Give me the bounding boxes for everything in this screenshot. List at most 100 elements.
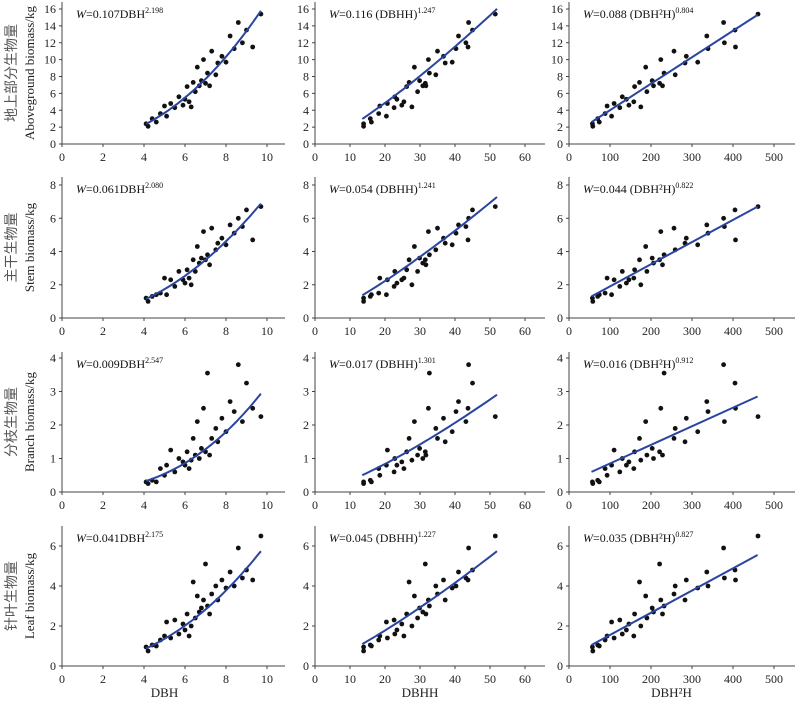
data-point <box>722 419 727 424</box>
data-point <box>470 207 475 213</box>
data-point <box>626 459 632 465</box>
data-point <box>409 104 415 110</box>
data-point <box>172 284 178 289</box>
data-point <box>492 414 498 419</box>
data-point <box>176 94 182 100</box>
data-point <box>427 70 432 76</box>
x-tick-label: 4 <box>141 150 147 164</box>
data-point <box>391 284 397 289</box>
data-point <box>596 643 602 649</box>
x-tick-label: 0 <box>566 150 572 164</box>
x-tick-label: 500 <box>765 150 783 164</box>
x-axis-label: DBHH <box>402 685 439 700</box>
data-point <box>596 119 602 125</box>
y-tick-label: 2 <box>557 418 563 432</box>
data-point <box>658 229 664 235</box>
data-point <box>721 215 726 221</box>
data-point <box>207 611 213 617</box>
x-tick-label: 50 <box>484 150 496 164</box>
data-point <box>755 414 761 419</box>
y-tick-label: 4 <box>50 351 56 365</box>
x-tick-label: 20 <box>379 324 391 338</box>
data-point <box>624 462 629 468</box>
data-point <box>631 275 637 281</box>
y-tick-label: 2 <box>557 619 563 633</box>
data-point <box>660 262 665 268</box>
data-point <box>661 370 667 376</box>
x-tick-label: 6 <box>182 498 188 512</box>
x-tick-label: 40 <box>449 498 461 512</box>
data-point <box>162 275 167 281</box>
data-point <box>683 577 689 583</box>
x-tick-label: 0 <box>312 150 318 164</box>
x-tick-label: 50 <box>484 324 496 338</box>
x-tick-label: 0 <box>566 498 572 512</box>
x-tick-label: 50 <box>484 498 496 512</box>
fit-curve <box>591 205 759 298</box>
eq-body: =0.061DBH <box>86 182 145 196</box>
eq-exponent: 1.247 <box>417 6 435 15</box>
eq-exponent: 2.547 <box>145 356 163 365</box>
x-tick-label: 10 <box>344 150 356 164</box>
regression-equation: W=0.016 (DBH²H)0.912 <box>583 356 693 371</box>
data-point <box>590 644 595 650</box>
x-tick-label: 400 <box>724 150 742 164</box>
eq-w: W <box>76 357 87 371</box>
x-tick-label: 40 <box>449 324 461 338</box>
x-tick-label: 30 <box>414 324 426 338</box>
x-tick-label: 4 <box>141 672 147 686</box>
data-point <box>672 426 678 431</box>
data-point <box>643 244 649 249</box>
data-point <box>626 277 632 283</box>
y-tick-label: 4 <box>50 579 56 593</box>
eq-exponent: 1.241 <box>418 181 436 190</box>
data-point <box>172 469 178 475</box>
data-point <box>466 20 471 25</box>
y-tick-label: 8 <box>303 70 309 84</box>
data-point <box>590 299 596 304</box>
data-point <box>682 597 688 603</box>
data-point <box>412 64 417 70</box>
data-point <box>441 415 446 421</box>
data-point <box>721 362 726 368</box>
y-tick-label: 2 <box>50 418 56 432</box>
data-point <box>463 419 469 424</box>
eq-body: =0.044 (DBH²H) <box>593 182 675 196</box>
data-point <box>404 267 410 273</box>
data-point <box>201 597 206 603</box>
data-point <box>399 621 405 627</box>
data-point <box>433 583 439 589</box>
x-tick-label: 2 <box>100 498 106 512</box>
data-point <box>683 235 689 241</box>
data-point <box>492 533 498 539</box>
data-point <box>705 409 711 414</box>
x-tick-label: 200 <box>642 498 660 512</box>
data-point <box>184 267 190 273</box>
data-point <box>657 449 662 455</box>
data-point <box>417 446 422 451</box>
data-point <box>406 257 412 263</box>
data-point <box>172 617 178 623</box>
data-point <box>186 99 192 105</box>
data-point <box>631 633 637 639</box>
data-point <box>391 105 397 111</box>
data-point <box>409 623 415 629</box>
data-point <box>213 426 219 431</box>
data-point <box>682 439 688 445</box>
data-point <box>604 275 610 281</box>
x-tick-label: 300 <box>683 498 701 512</box>
data-point <box>369 479 374 485</box>
x-tick-label: 4 <box>141 498 147 512</box>
x-tick-label: 8 <box>223 672 229 686</box>
data-point <box>219 577 225 583</box>
data-point <box>433 247 439 253</box>
eq-body: =0.107DBH <box>86 7 145 21</box>
x-tick-label: 10 <box>261 150 273 164</box>
data-point <box>463 40 469 46</box>
data-point <box>638 623 644 629</box>
x-tick-label: 8 <box>223 498 229 512</box>
data-point <box>638 282 644 288</box>
y-tick-label: 0 <box>303 137 309 151</box>
y-axis-label-cn: 针叶生物量 <box>4 561 20 631</box>
data-point <box>369 119 374 125</box>
